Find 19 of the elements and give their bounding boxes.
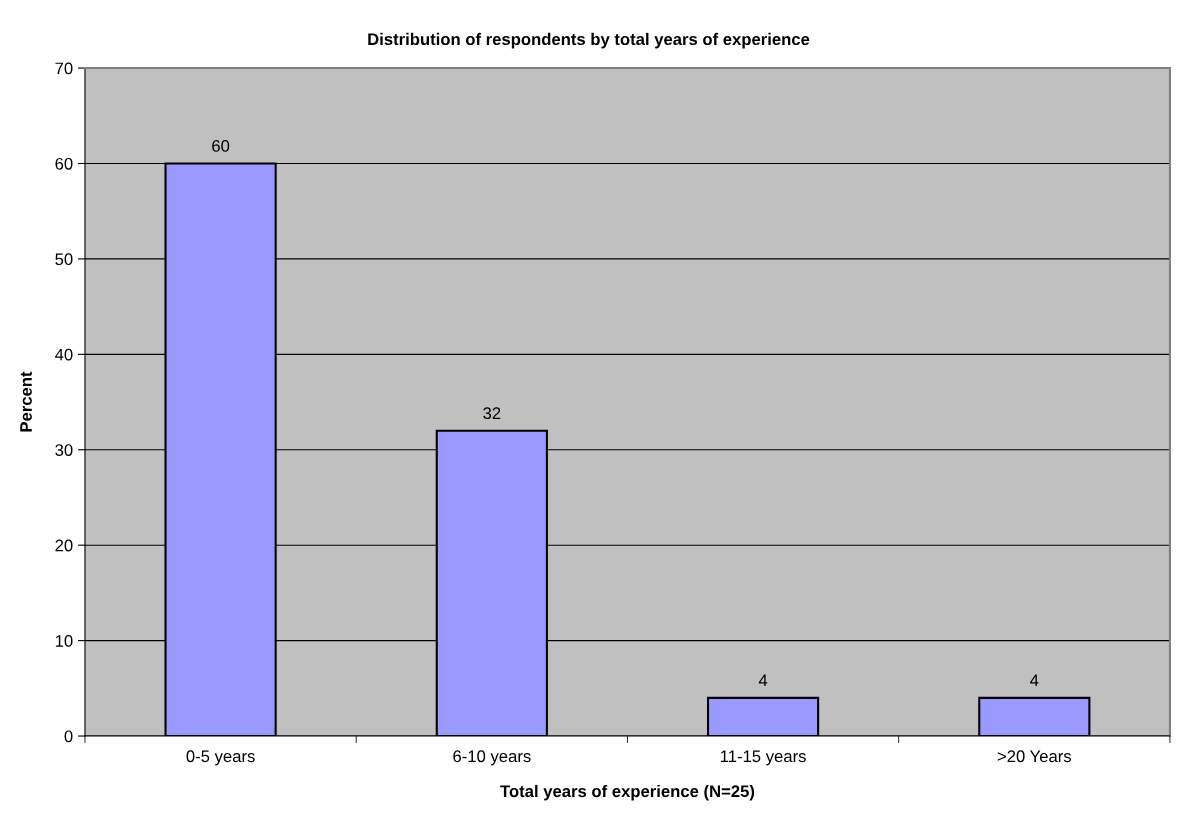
x-tick-label: 0-5 years	[186, 750, 255, 766]
x-axis-title: Total years of experience (N=25)	[500, 784, 755, 801]
data-label: 60	[212, 140, 230, 152]
chart-title: Distribution of respondents by total years of experience	[368, 32, 810, 49]
y-tick-label: 40	[55, 348, 73, 361]
x-tick-label: 6-10 years	[453, 750, 531, 766]
data-label: 4	[1030, 674, 1039, 687]
data-label: 32	[483, 407, 501, 420]
y-tick-label: 30	[55, 444, 73, 456]
y-tick-label: 50	[55, 253, 73, 266]
y-tick-label: 10	[55, 635, 73, 647]
x-tick-label: >20 Years	[997, 750, 1072, 763]
y-tick-label: 70	[55, 62, 73, 75]
y-tick-label: 20	[55, 539, 73, 552]
data-label: 4	[758, 674, 768, 687]
y-tick-label: 60	[55, 157, 73, 170]
y-axis-title: Percent	[20, 371, 32, 432]
x-tick-label: 11-15 years	[720, 750, 806, 766]
y-tick-label: 0	[64, 730, 73, 743]
